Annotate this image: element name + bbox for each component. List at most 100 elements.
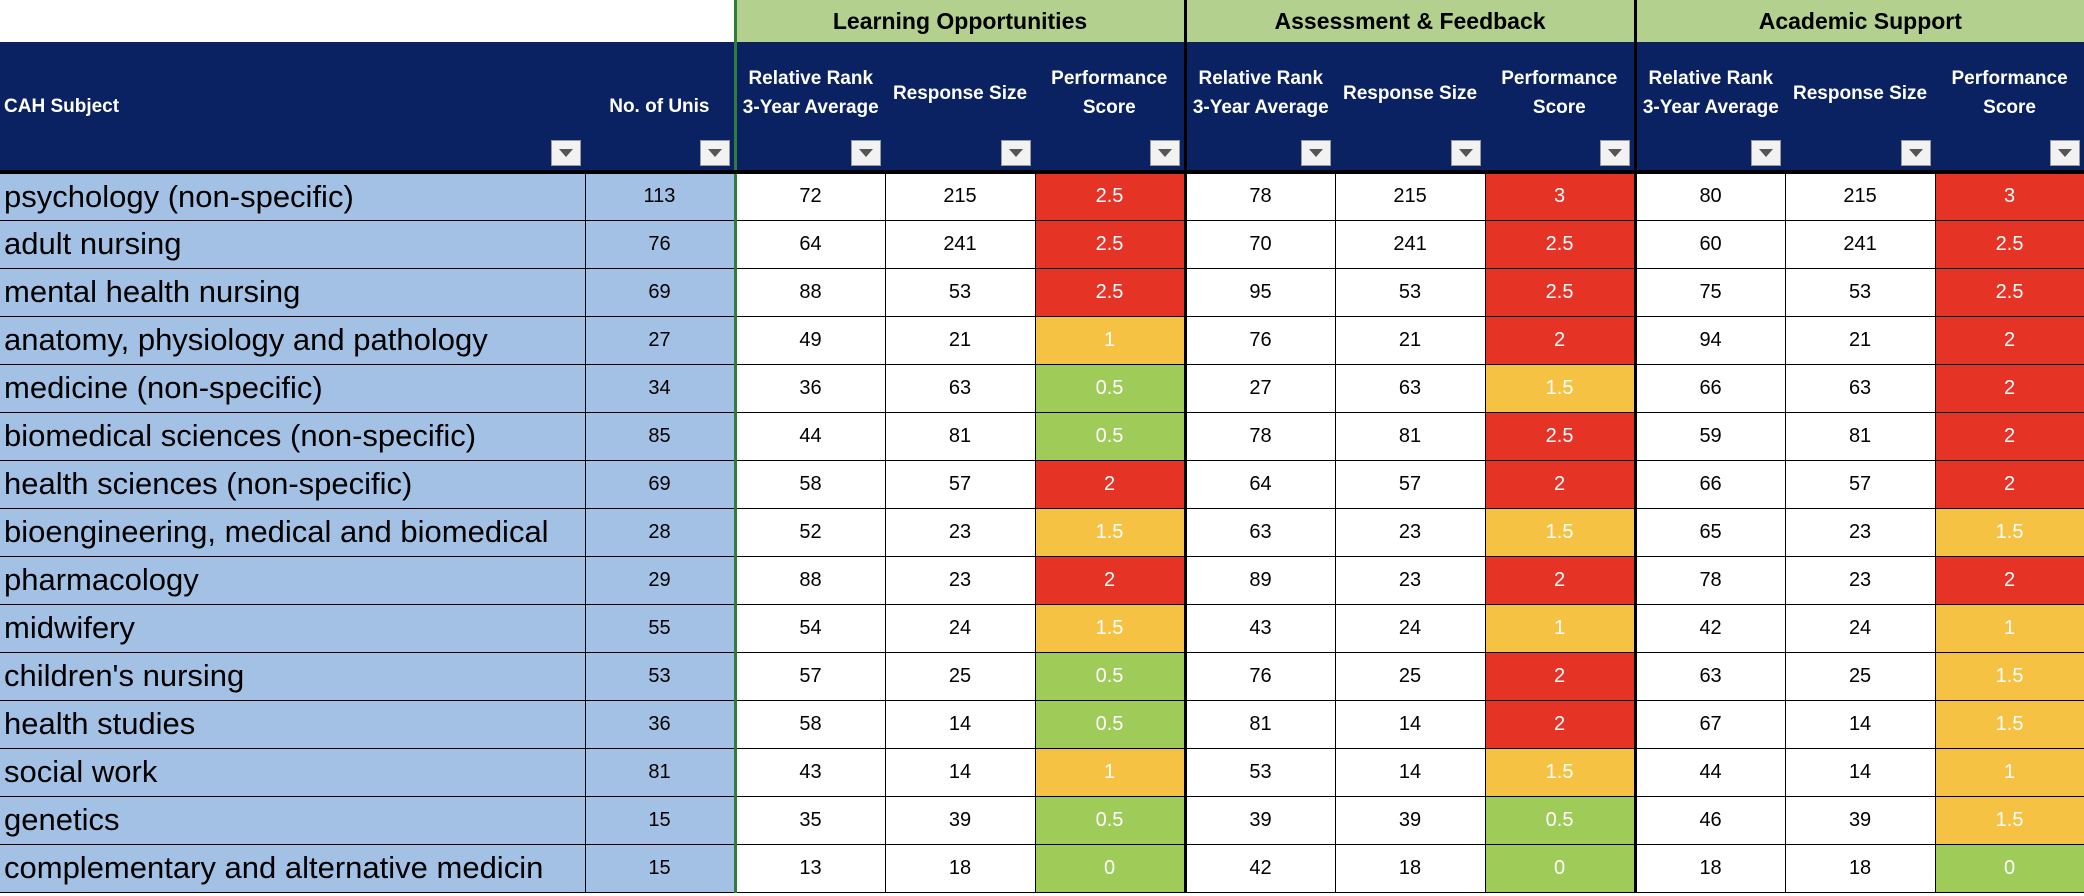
cell-subject[interactable]: medicine (non-specific) [0,364,586,413]
cell-performance-score[interactable]: 1.5 [1935,652,2084,701]
cell-response-size[interactable]: 24 [885,604,1036,653]
cell-no-of-unis[interactable]: 81 [585,748,735,797]
cell-no-of-unis[interactable]: 69 [585,268,735,317]
cell-response-size[interactable]: 14 [1785,700,1936,749]
cell-relative-rank[interactable]: 70 [1183,220,1336,269]
cell-subject[interactable]: mental health nursing [0,268,586,317]
cell-response-size[interactable]: 53 [1785,268,1936,317]
column-header-relative-rank[interactable]: Relative Rank 3-Year Average [733,42,885,174]
cell-relative-rank[interactable]: 39 [1183,796,1336,845]
cell-no-of-unis[interactable]: 29 [585,556,735,605]
cell-performance-score[interactable]: 1.5 [1485,748,1636,797]
cell-relative-rank[interactable]: 42 [1183,844,1336,893]
cell-performance-score[interactable]: 3 [1935,172,2084,221]
cell-response-size[interactable]: 24 [1785,604,1936,653]
cell-performance-score[interactable]: 2 [1935,316,2084,365]
cell-response-size[interactable]: 57 [1785,460,1936,509]
cell-relative-rank[interactable]: 35 [733,796,886,845]
cell-response-size[interactable]: 215 [885,172,1036,221]
cell-no-of-unis[interactable]: 27 [585,316,735,365]
cell-response-size[interactable]: 25 [885,652,1036,701]
cell-performance-score[interactable]: 1.5 [1035,508,1186,557]
cell-response-size[interactable]: 39 [1335,796,1486,845]
cell-relative-rank[interactable]: 27 [1183,364,1336,413]
cell-performance-score[interactable]: 1 [1485,604,1636,653]
cell-response-size[interactable]: 241 [885,220,1036,269]
filter-dropdown-icon[interactable] [851,140,881,166]
cell-performance-score[interactable]: 2 [1935,556,2084,605]
cell-relative-rank[interactable]: 46 [1633,796,1786,845]
cell-performance-score[interactable]: 2 [1485,316,1636,365]
cell-subject[interactable]: biomedical sciences (non-specific) [0,412,586,461]
column-header-response-size[interactable]: Response Size [885,42,1035,174]
cell-relative-rank[interactable]: 88 [733,556,886,605]
cell-response-size[interactable]: 23 [1785,556,1936,605]
cell-relative-rank[interactable]: 65 [1633,508,1786,557]
column-header-performance-score[interactable]: Performance Score [1485,42,1636,174]
cell-response-size[interactable]: 14 [1335,748,1486,797]
cell-performance-score[interactable]: 0.5 [1035,652,1186,701]
cell-performance-score[interactable]: 1.5 [1935,796,2084,845]
cell-performance-score[interactable]: 1.5 [1935,700,2084,749]
cell-performance-score[interactable]: 0 [1485,844,1636,893]
cell-relative-rank[interactable]: 13 [733,844,886,893]
cell-performance-score[interactable]: 1 [1035,748,1186,797]
filter-dropdown-icon[interactable] [1599,140,1630,166]
cell-relative-rank[interactable]: 75 [1633,268,1786,317]
cell-subject[interactable]: psychology (non-specific) [0,172,586,221]
cell-no-of-unis[interactable]: 69 [585,460,735,509]
column-header-cah-subject[interactable]: CAH Subject [0,42,585,174]
cell-response-size[interactable]: 25 [1335,652,1486,701]
cell-relative-rank[interactable]: 78 [1183,412,1336,461]
cell-relative-rank[interactable]: 42 [1633,604,1786,653]
cell-performance-score[interactable]: 3 [1485,172,1636,221]
cell-response-size[interactable]: 23 [1785,508,1936,557]
cell-performance-score[interactable]: 2.5 [1035,172,1186,221]
cell-response-size[interactable]: 57 [885,460,1036,509]
filter-dropdown-icon[interactable] [551,140,581,166]
cell-response-size[interactable]: 18 [1785,844,1936,893]
cell-response-size[interactable]: 39 [1785,796,1936,845]
cell-relative-rank[interactable]: 95 [1183,268,1336,317]
cell-no-of-unis[interactable]: 113 [585,172,735,221]
column-header-relative-rank[interactable]: Relative Rank 3-Year Average [1633,42,1786,174]
cell-relative-rank[interactable]: 66 [1633,460,1786,509]
cell-no-of-unis[interactable]: 55 [585,604,735,653]
cell-performance-score[interactable]: 1.5 [1485,364,1636,413]
cell-performance-score[interactable]: 1.5 [1035,604,1186,653]
cell-relative-rank[interactable]: 88 [733,268,886,317]
cell-relative-rank[interactable]: 76 [1183,652,1336,701]
cell-performance-score[interactable]: 2 [1035,460,1186,509]
cell-response-size[interactable]: 23 [885,508,1036,557]
cell-response-size[interactable]: 63 [1335,364,1486,413]
filter-dropdown-icon[interactable] [1301,140,1332,166]
cell-relative-rank[interactable]: 63 [1183,508,1336,557]
cell-subject[interactable]: social work [0,748,586,797]
cell-response-size[interactable]: 14 [885,748,1036,797]
cell-performance-score[interactable]: 2 [1935,460,2084,509]
filter-dropdown-icon[interactable] [1149,140,1180,166]
cell-response-size[interactable]: 81 [885,412,1036,461]
cell-performance-score[interactable]: 2 [1485,460,1636,509]
cell-performance-score[interactable]: 1 [1935,604,2084,653]
group-header-assessment-feedback[interactable]: Assessment & Feedback [1183,0,1636,42]
cell-response-size[interactable]: 241 [1335,220,1486,269]
cell-relative-rank[interactable]: 64 [733,220,886,269]
filter-dropdown-icon[interactable] [1751,140,1782,166]
cell-subject[interactable]: genetics [0,796,586,845]
cell-no-of-unis[interactable]: 85 [585,412,735,461]
cell-performance-score[interactable]: 2.5 [1035,220,1186,269]
cell-response-size[interactable]: 18 [1335,844,1486,893]
cell-relative-rank[interactable]: 49 [733,316,886,365]
cell-subject[interactable]: complementary and alternative medicin [0,844,586,893]
cell-relative-rank[interactable]: 63 [1633,652,1786,701]
cell-relative-rank[interactable]: 76 [1183,316,1336,365]
cell-relative-rank[interactable]: 52 [733,508,886,557]
cell-relative-rank[interactable]: 78 [1183,172,1336,221]
column-header-performance-score[interactable]: Performance Score [1035,42,1186,174]
cell-relative-rank[interactable]: 36 [733,364,886,413]
cell-relative-rank[interactable]: 80 [1633,172,1786,221]
cell-performance-score[interactable]: 2 [1935,364,2084,413]
cell-performance-score[interactable]: 0.5 [1035,700,1186,749]
cell-relative-rank[interactable]: 43 [1183,604,1336,653]
